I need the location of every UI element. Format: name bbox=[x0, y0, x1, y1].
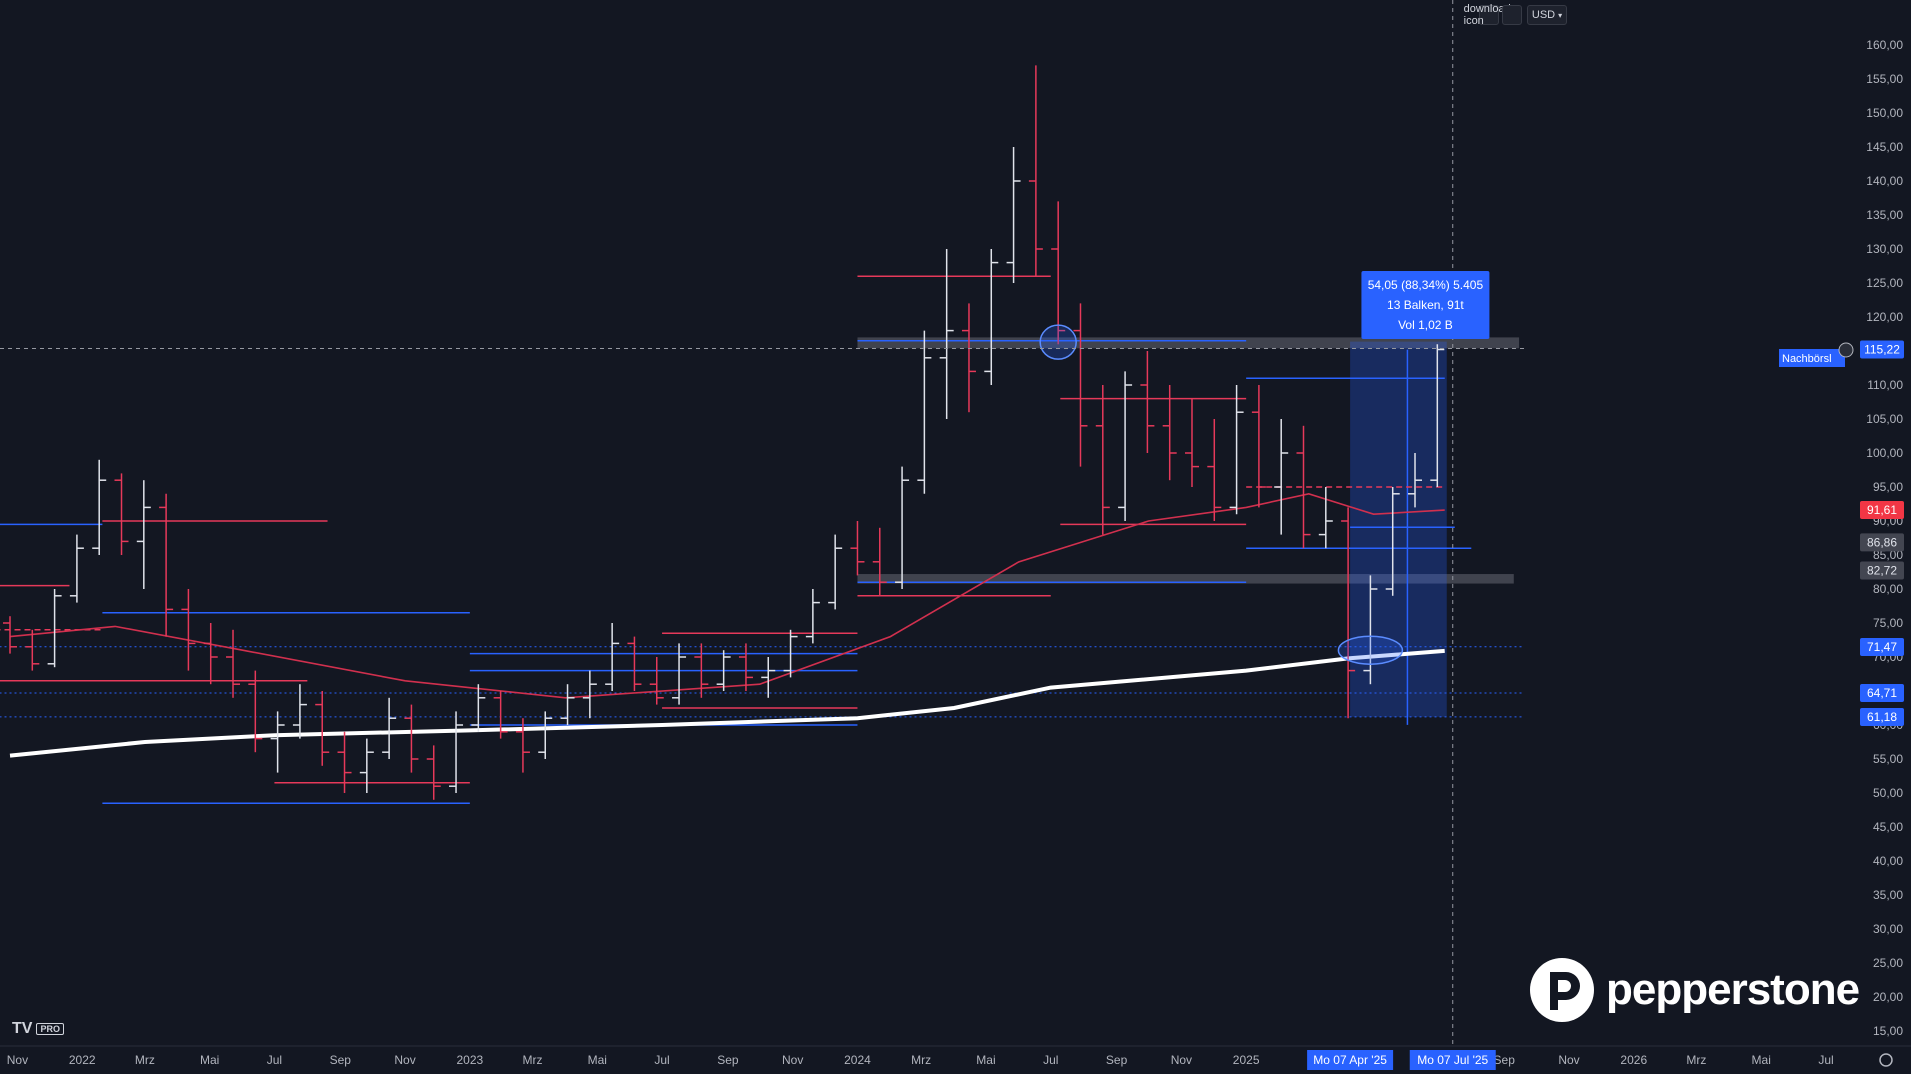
x-tick-19: 2025 bbox=[1233, 1053, 1260, 1067]
price-label-box-4 bbox=[1860, 638, 1904, 657]
x-tick-24: 2026 bbox=[1620, 1053, 1647, 1067]
x-tick-7: 2023 bbox=[456, 1053, 483, 1067]
afterhours-label: Nachbörsl bbox=[1782, 353, 1832, 365]
y-tick-12: 100,00 bbox=[1866, 446, 1903, 460]
moving-average-0 bbox=[9, 648, 1445, 758]
x-tick-10: Jul bbox=[654, 1053, 669, 1067]
price-label-5: 64,71 bbox=[1867, 686, 1897, 700]
settings-gear-icon bbox=[1879, 1053, 1893, 1067]
zone-0 bbox=[857, 337, 1520, 349]
y-tick-27: 25,00 bbox=[1873, 956, 1903, 970]
measurement-info-line-2: 13 Balken, 91t bbox=[1387, 298, 1464, 312]
fullscreen-icon[interactable] bbox=[1502, 5, 1522, 25]
x-tick-12: Nov bbox=[782, 1053, 803, 1067]
add-alert-icon bbox=[1838, 342, 1854, 358]
measurement-info-line-3: Vol 1,02 B bbox=[1398, 318, 1453, 332]
tradingview-logo: TV PRO bbox=[12, 1020, 64, 1038]
price-label-1: 91,61 bbox=[1867, 503, 1897, 517]
y-tick-5: 135,00 bbox=[1866, 208, 1903, 222]
y-tick-25: 35,00 bbox=[1873, 888, 1903, 902]
x-tick-4: Jul bbox=[267, 1053, 282, 1067]
measurement-info-box bbox=[1361, 271, 1490, 339]
y-tick-23: 45,00 bbox=[1873, 820, 1903, 834]
price-label-box-2 bbox=[1860, 533, 1904, 552]
price-label-box-5 bbox=[1860, 683, 1904, 702]
tv-pro-badge: PRO bbox=[36, 1023, 64, 1035]
chevron-down-icon: ▾ bbox=[1558, 10, 1563, 20]
y-tick-21: 55,00 bbox=[1873, 752, 1903, 766]
currency-label: USD bbox=[1531, 9, 1556, 21]
y-axis-area bbox=[1530, 0, 1911, 1074]
y-tick-0: 160,00 bbox=[1866, 38, 1903, 52]
x-tick-25: Mrz bbox=[1686, 1053, 1706, 1067]
x-highlight-label-0: Mo 07 Apr '25 bbox=[1313, 1053, 1387, 1067]
price-label-2: 86,86 bbox=[1867, 535, 1897, 549]
y-tick-13: 95,00 bbox=[1873, 480, 1903, 494]
pepperstone-logo: pepperstone bbox=[1530, 958, 1860, 1022]
x-tick-16: Jul bbox=[1043, 1053, 1058, 1067]
highlight-circle-1 bbox=[1337, 635, 1404, 665]
y-tick-7: 125,00 bbox=[1866, 276, 1903, 290]
price-label-box-3 bbox=[1860, 561, 1904, 580]
y-tick-15: 85,00 bbox=[1873, 548, 1903, 562]
y-tick-6: 130,00 bbox=[1866, 242, 1903, 256]
price-label-box-0 bbox=[1860, 340, 1904, 359]
download-icon[interactable]: download-icon bbox=[1463, 3, 1515, 27]
price-label-6: 61,18 bbox=[1867, 710, 1897, 724]
price-label-4: 71,47 bbox=[1867, 640, 1897, 654]
y-tick-17: 75,00 bbox=[1873, 616, 1903, 630]
y-tick-1: 155,00 bbox=[1866, 72, 1903, 86]
y-tick-28: 20,00 bbox=[1873, 990, 1903, 1004]
price-label-box-6 bbox=[1860, 707, 1904, 726]
pepperstone-wordmark: pepperstone bbox=[1606, 965, 1860, 1014]
x-axis-area bbox=[0, 1046, 1911, 1074]
y-tick-10: 110,00 bbox=[1867, 378, 1903, 392]
x-tick-6: Nov bbox=[394, 1053, 415, 1067]
y-tick-29: 15,00 bbox=[1873, 1024, 1903, 1038]
x-tick-13: 2024 bbox=[844, 1053, 871, 1067]
y-tick-11: 105,00 bbox=[1866, 412, 1903, 426]
x-tick-5: Sep bbox=[330, 1053, 352, 1067]
price-label-0: 115,22 bbox=[1864, 343, 1900, 357]
tv-logo-text: TV bbox=[12, 1020, 33, 1037]
y-tick-3: 145,00 bbox=[1866, 140, 1903, 154]
price-label-box-1 bbox=[1860, 501, 1904, 520]
x-tick-15: Mai bbox=[976, 1053, 995, 1067]
price-label-3: 82,72 bbox=[1867, 564, 1897, 578]
y-tick-22: 50,00 bbox=[1873, 786, 1903, 800]
x-tick-22: Sep bbox=[1494, 1053, 1516, 1067]
x-tick-1: 2022 bbox=[69, 1053, 96, 1067]
x-highlight-box-0 bbox=[1307, 1050, 1394, 1070]
y-tick-26: 30,00 bbox=[1873, 922, 1903, 936]
x-tick-23: Nov bbox=[1558, 1053, 1579, 1067]
x-tick-14: Mrz bbox=[911, 1053, 931, 1067]
zone-1 bbox=[857, 574, 1514, 584]
y-tick-24: 40,00 bbox=[1873, 854, 1903, 868]
x-tick-0: Nov bbox=[7, 1053, 28, 1067]
x-tick-3: Mai bbox=[200, 1053, 219, 1067]
currency-select[interactable]: USD ▾ bbox=[1527, 5, 1567, 25]
x-tick-17: Sep bbox=[1106, 1053, 1128, 1067]
x-tick-9: Mai bbox=[588, 1053, 607, 1067]
x-tick-27: Jul bbox=[1818, 1053, 1833, 1067]
x-highlight-label-1: Mo 07 Jul '25 bbox=[1417, 1053, 1488, 1067]
x-tick-8: Mrz bbox=[522, 1053, 542, 1067]
afterhours-badge bbox=[1779, 349, 1845, 367]
x-tick-2: Mrz bbox=[135, 1053, 155, 1067]
moving-average-1 bbox=[9, 492, 1445, 699]
y-tick-8: 120,00 bbox=[1866, 310, 1903, 324]
x-tick-26: Mai bbox=[1752, 1053, 1771, 1067]
measurement-info-line-1: 54,05 (88,34%) 5.405 bbox=[1368, 278, 1484, 292]
x-highlight-box-1 bbox=[1409, 1050, 1496, 1070]
x-tick-11: Sep bbox=[717, 1053, 739, 1067]
x-tick-18: Nov bbox=[1171, 1053, 1192, 1067]
highlight-circle-0 bbox=[1039, 324, 1077, 360]
pepperstone-mark-icon bbox=[1530, 958, 1594, 1022]
y-tick-4: 140,00 bbox=[1866, 174, 1903, 188]
y-tick-16: 80,00 bbox=[1873, 582, 1903, 596]
y-tick-2: 150,00 bbox=[1866, 106, 1903, 120]
